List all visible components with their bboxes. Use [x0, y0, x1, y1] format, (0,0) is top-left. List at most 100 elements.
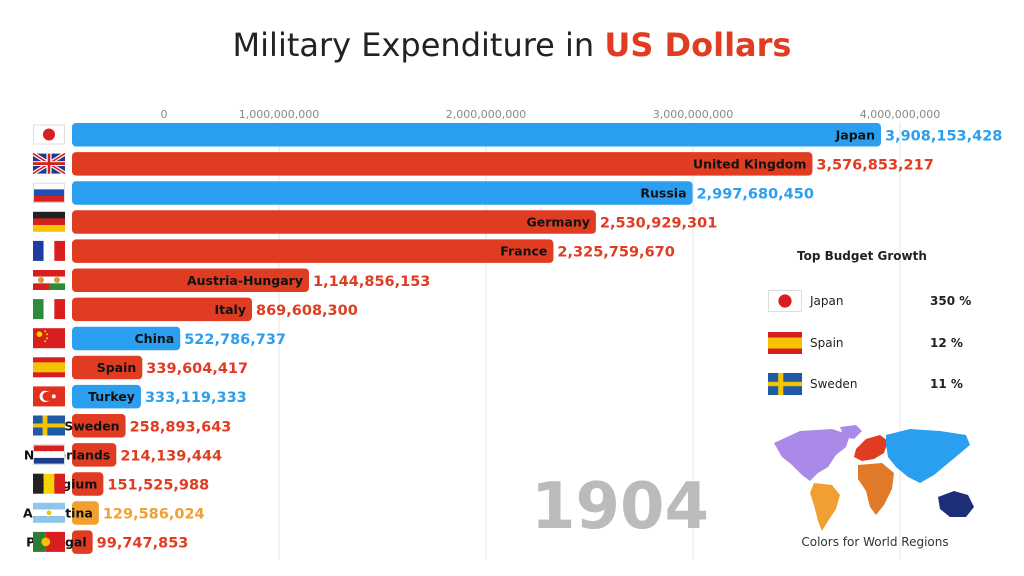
growth-heading: Top Budget Growth — [797, 249, 927, 263]
x-tick-label: 4,000,000,000 — [860, 108, 940, 121]
italy-flag-icon — [33, 299, 65, 320]
bar-value-label: 1,144,856,153 — [313, 274, 430, 290]
bar — [72, 326, 181, 351]
bar-value-label: 2,530,929,301 — [600, 216, 717, 232]
bar-category-label: United Kingdom — [693, 156, 806, 171]
bar-category-label: France — [500, 244, 547, 259]
bar — [72, 123, 881, 147]
x-tick-label: 3,000,000,000 — [653, 108, 733, 121]
bar-category-label: China — [135, 331, 175, 346]
bar — [72, 239, 554, 263]
belgium-flag-icon — [33, 473, 65, 494]
argentina-flag-icon — [33, 502, 65, 523]
bar-category-label: Italy — [215, 302, 247, 317]
france-flag-icon — [33, 240, 65, 261]
growth-country: Japan — [810, 294, 844, 308]
flag-column — [31, 124, 67, 552]
bar-row: United Kingdom 3,576,853,217 — [72, 152, 934, 176]
bars: Japan 3,908,153,428 United Kingdom 3,576,85… — [23, 123, 1002, 554]
bar — [72, 152, 813, 176]
bar — [72, 181, 693, 205]
bar — [72, 472, 104, 496]
growth-row: Spain 12 % — [768, 332, 988, 356]
growth-country: Sweden — [810, 377, 858, 391]
growth-row: Japan 350 % — [768, 290, 988, 314]
bar-row: Italy 869,608,300 — [72, 297, 358, 322]
bar-value-label: 522,786,737 — [184, 332, 286, 348]
bar-value-label: 2,325,759,670 — [557, 245, 674, 261]
spain-flag-icon — [768, 332, 802, 354]
bar-row: Russia 2,997,680,450 — [72, 181, 814, 205]
map-caption: Colors for World Regions — [801, 535, 949, 549]
bar — [72, 384, 141, 409]
oceania-region — [938, 491, 974, 517]
europe-region — [854, 435, 888, 461]
bar-value-label: 151,525,988 — [107, 477, 209, 493]
bar-row: Belgium 151,525,988 — [40, 472, 209, 496]
bar — [72, 414, 126, 438]
greenland-region — [840, 425, 862, 439]
south-america-region — [810, 483, 840, 531]
chart-title: Military Expenditure in US Dollars — [0, 26, 1024, 64]
growth-row: Sweden 11 % — [768, 373, 988, 397]
bar-category-label: Turkey — [88, 389, 135, 404]
germany-flag-icon — [33, 211, 65, 232]
bar-row: Germany 2,530,929,301 — [72, 210, 717, 234]
bar-category-label: Japan — [835, 127, 875, 142]
austria-hungary-flag-icon — [33, 270, 65, 290]
bar-value-label: 258,893,643 — [130, 419, 232, 435]
bar-value-label: 869,608,300 — [256, 303, 358, 319]
bar-category-label: Germany — [526, 215, 589, 230]
bar — [72, 530, 93, 554]
bar-row: Japan 3,908,153,428 — [72, 123, 1002, 147]
bar-value-label: 214,139,444 — [120, 448, 222, 464]
bar-row: France 2,325,759,670 — [72, 239, 675, 263]
united-kingdom-flag-icon — [31, 151, 67, 176]
bar-row: Sweden 258,893,643 — [64, 414, 231, 438]
world-regions-map — [774, 425, 974, 531]
bar — [72, 268, 309, 292]
bar — [72, 210, 596, 234]
x-tick-label: 1,000,000,000 — [239, 108, 319, 121]
bar-value-label: 339,604,417 — [146, 361, 248, 377]
growth-value: 350 % — [930, 294, 972, 308]
bar-row: China 522,786,737 — [72, 326, 286, 351]
growth-value: 11 % — [930, 377, 963, 391]
bar-value-label: 3,576,853,217 — [816, 157, 933, 173]
north-america-region — [774, 429, 850, 481]
bar-row: Austria-Hungary 1,144,856,153 — [72, 268, 430, 292]
bar-value-label: 2,997,680,450 — [697, 186, 814, 202]
spain-flag-icon — [33, 357, 65, 378]
portugal-flag-icon — [33, 531, 65, 552]
asia-region — [886, 429, 970, 483]
growth-country: Spain — [810, 336, 844, 350]
bar — [72, 501, 99, 525]
sweden-flag-icon — [768, 373, 802, 395]
x-tick-label: 0 — [161, 108, 168, 121]
bar — [72, 443, 117, 467]
bar-row: Spain 339,604,417 — [72, 355, 248, 380]
china-flag-icon — [33, 328, 65, 349]
africa-region — [858, 463, 894, 515]
bar-value-label: 333,119,333 — [145, 390, 247, 406]
x-axis-ticks: 0 1,000,000,000 2,000,000,000 3,000,000,000… — [161, 108, 941, 121]
japan-flag-icon — [768, 290, 802, 312]
bar — [72, 355, 143, 380]
netherlands-flag-icon — [33, 444, 65, 465]
bar-value-label: 99,747,853 — [97, 536, 189, 552]
bar-category-label: Russia — [640, 185, 686, 200]
bar-category-label: Spain — [97, 360, 137, 375]
growth-value: 12 % — [930, 336, 963, 350]
bar — [72, 297, 253, 322]
bar-category-label: Austria-Hungary — [187, 273, 303, 288]
bar-category-label: Sweden — [64, 418, 119, 433]
russia-flag-icon — [33, 182, 65, 203]
bar-value-label: 129,586,024 — [103, 507, 205, 523]
title-highlight: US Dollars — [604, 26, 792, 64]
turkey-flag-icon — [33, 386, 65, 407]
year-label: 1904 — [531, 470, 709, 544]
x-tick-label: 2,000,000,000 — [446, 108, 526, 121]
bar-value-label: 3,908,153,428 — [885, 128, 1002, 144]
sweden-flag-icon — [33, 415, 65, 436]
